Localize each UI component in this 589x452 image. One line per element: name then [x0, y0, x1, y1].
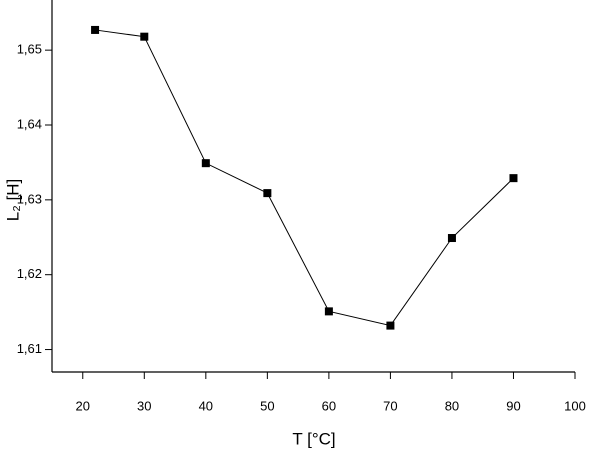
marker	[201, 159, 210, 168]
x-tick-label: 60	[322, 398, 336, 413]
x-tick-label: 80	[445, 398, 459, 413]
marker	[263, 189, 272, 198]
marker	[324, 307, 333, 316]
y-tick-label: 1,64	[17, 116, 42, 131]
marker	[509, 174, 518, 183]
y-tick-label: 1,61	[17, 341, 42, 356]
y-axis-label: L₂ [H]	[3, 179, 22, 222]
marker	[386, 321, 395, 330]
marker	[140, 32, 149, 41]
x-tick-label: 90	[506, 398, 520, 413]
x-axis-label: T [°C]	[292, 429, 335, 448]
y-tick-label: 1,65	[17, 42, 42, 57]
y-tick-label: 1,62	[17, 266, 42, 281]
x-tick-label: 100	[564, 398, 586, 413]
x-tick-label: 70	[383, 398, 397, 413]
x-tick-label: 40	[199, 398, 213, 413]
x-tick-label: 50	[260, 398, 274, 413]
x-tick-label: 30	[137, 398, 151, 413]
marker	[447, 234, 456, 243]
x-tick-label: 20	[76, 398, 90, 413]
y-tick-label: 1,63	[17, 191, 42, 206]
line	[95, 29, 514, 327]
marker	[91, 25, 100, 34]
